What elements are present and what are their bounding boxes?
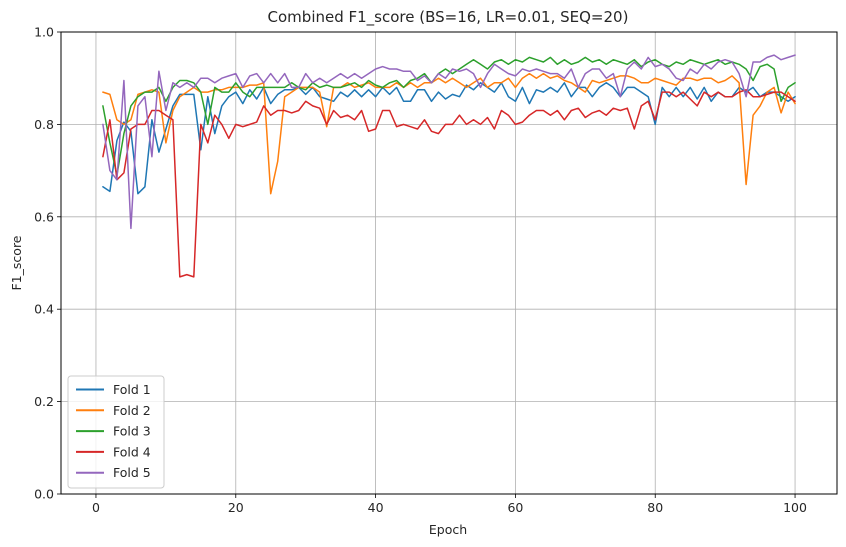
- x-tick-label: 20: [228, 500, 244, 515]
- x-tick-label: 40: [368, 500, 384, 515]
- plot-frame: [60, 31, 838, 495]
- y-tick-label: 0.4: [34, 302, 54, 317]
- plot-area: [61, 32, 837, 494]
- y-tick-label: 0.8: [34, 117, 54, 132]
- series-line-fold-5: [102, 54, 796, 230]
- y-tick-label: 0.0: [34, 487, 54, 502]
- x-tick-label: 80: [647, 500, 663, 515]
- x-tick-label: 0: [92, 500, 100, 515]
- legend-label: Fold 1: [113, 382, 151, 397]
- series-lines: [102, 54, 796, 278]
- x-axis-label: Epoch: [429, 522, 467, 537]
- legend: Fold 1 Fold 2 Fold 3 Fold 4 Fold 5: [67, 375, 165, 489]
- y-tick-label: 0.2: [34, 394, 54, 409]
- legend-label: Fold 3: [113, 424, 151, 439]
- axis-ticks: 0 20 40 60 80 100 0.0 0.2 0.4 0.6 0.8 1.0: [34, 25, 807, 516]
- chart-title: Combined F1_score (BS=16, LR=0.01, SEQ=2…: [268, 8, 629, 27]
- series-line-fold-3: [102, 56, 796, 176]
- legend-label: Fold 2: [113, 403, 151, 418]
- y-tick-label: 0.6: [34, 209, 54, 224]
- x-tick-label: 100: [783, 500, 807, 515]
- y-axis-label: F1_score: [9, 235, 24, 290]
- legend-label: Fold 4: [113, 444, 151, 459]
- y-tick-label: 1.0: [34, 25, 54, 40]
- legend-label: Fold 5: [113, 465, 151, 480]
- legend-box: [67, 375, 165, 489]
- x-tick-label: 60: [507, 500, 523, 515]
- series-line-fold-4: [102, 89, 796, 278]
